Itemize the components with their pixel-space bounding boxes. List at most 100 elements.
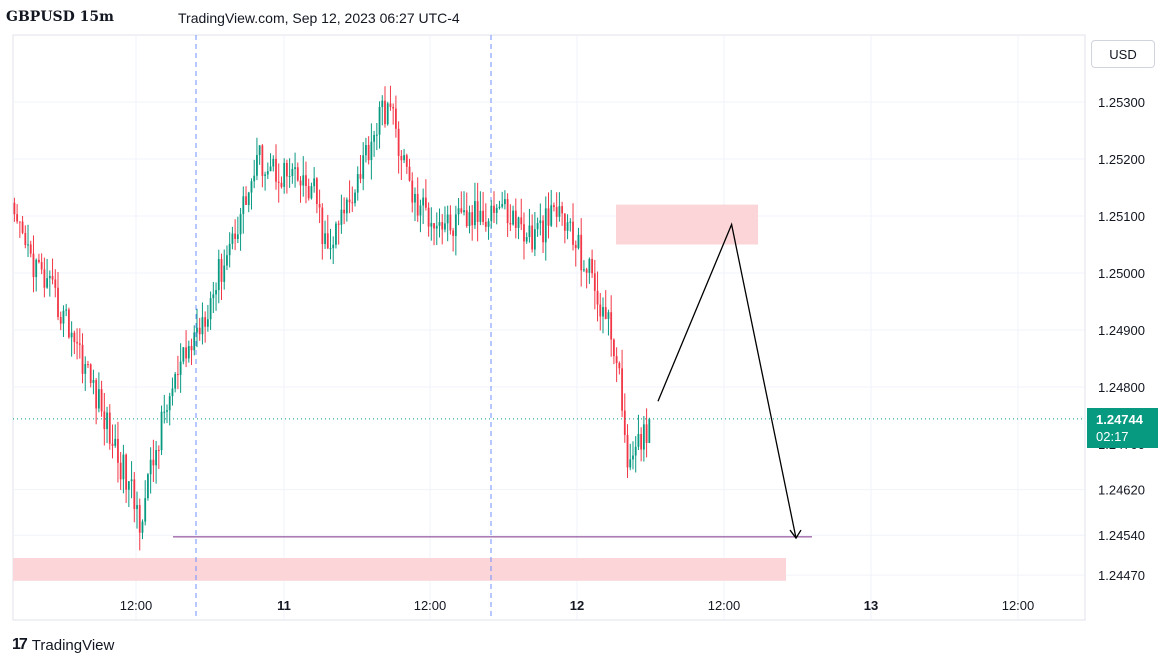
candle-body bbox=[610, 312, 613, 340]
candle-body bbox=[299, 180, 302, 186]
candle-body bbox=[288, 176, 291, 178]
candle bbox=[405, 153, 408, 174]
candle-body bbox=[275, 158, 277, 182]
candle-body bbox=[645, 424, 648, 443]
y-tick-label: 1.24470 bbox=[1098, 568, 1145, 583]
candle-body bbox=[533, 229, 536, 250]
candle-body bbox=[536, 223, 539, 230]
candle-body bbox=[196, 327, 198, 333]
candle-body bbox=[70, 332, 73, 338]
candle bbox=[335, 221, 337, 249]
candle-body bbox=[569, 221, 572, 223]
candle bbox=[106, 406, 108, 444]
candle-body bbox=[117, 438, 119, 463]
candle-body bbox=[48, 276, 51, 279]
candle bbox=[100, 380, 103, 417]
candle-body bbox=[354, 192, 356, 204]
candle bbox=[160, 405, 163, 456]
candle bbox=[416, 177, 419, 222]
candle bbox=[648, 417, 651, 444]
candle bbox=[593, 259, 596, 310]
candle-body bbox=[125, 454, 128, 490]
candle bbox=[157, 445, 160, 469]
candle bbox=[544, 196, 547, 261]
candle bbox=[569, 218, 572, 232]
candle-body bbox=[514, 210, 517, 228]
bar-countdown: 02:17 bbox=[1096, 429, 1129, 444]
candle-body bbox=[340, 209, 343, 225]
tradingview-logo[interactable]: 17 TradingView bbox=[12, 634, 114, 656]
candle bbox=[166, 404, 168, 424]
candle bbox=[68, 307, 70, 339]
candle-body bbox=[629, 459, 632, 468]
candle-body bbox=[43, 269, 46, 288]
candle bbox=[78, 328, 81, 359]
candle bbox=[542, 215, 544, 253]
candle-body bbox=[217, 259, 220, 291]
candle bbox=[185, 330, 187, 368]
candle-body bbox=[615, 356, 618, 364]
candle-body bbox=[365, 145, 367, 156]
candle bbox=[307, 178, 310, 201]
candle bbox=[386, 101, 389, 126]
candle-body bbox=[482, 210, 484, 222]
candle bbox=[177, 355, 179, 390]
candle-body bbox=[591, 258, 593, 274]
candle bbox=[84, 356, 87, 391]
projection-line bbox=[657, 222, 797, 539]
candle-body bbox=[607, 312, 610, 319]
chart-grid bbox=[13, 35, 1085, 620]
candle bbox=[460, 191, 463, 214]
candle bbox=[174, 371, 177, 393]
candle-body bbox=[87, 364, 89, 366]
candle bbox=[209, 291, 212, 330]
candle-body bbox=[40, 262, 43, 270]
candle-body bbox=[65, 309, 68, 311]
candle bbox=[329, 228, 332, 260]
candle bbox=[269, 153, 272, 172]
candle bbox=[62, 305, 65, 337]
x-tick-label: 12:00 bbox=[120, 598, 153, 613]
x-tick-label: 12 bbox=[570, 598, 584, 613]
candle-body bbox=[315, 178, 318, 205]
candle-body bbox=[179, 361, 182, 375]
candle bbox=[531, 214, 534, 253]
candle bbox=[48, 270, 51, 297]
candle bbox=[43, 257, 46, 298]
session-separators bbox=[195, 35, 492, 620]
candle-body bbox=[566, 222, 569, 231]
candle-body bbox=[89, 364, 92, 383]
candle-body bbox=[373, 135, 375, 142]
candle bbox=[35, 258, 38, 292]
candle bbox=[258, 145, 261, 165]
candle-body bbox=[291, 168, 294, 177]
candle-body bbox=[122, 454, 125, 480]
candle bbox=[108, 404, 111, 450]
candle-body bbox=[54, 279, 57, 288]
candle-body bbox=[416, 193, 419, 216]
candle bbox=[566, 214, 569, 240]
candle bbox=[136, 491, 138, 529]
candle bbox=[76, 328, 78, 360]
candle-body bbox=[351, 202, 354, 204]
candle-body bbox=[395, 108, 397, 129]
candle-body bbox=[444, 223, 446, 230]
candle bbox=[89, 363, 92, 388]
candle-body bbox=[16, 214, 19, 222]
candle-body bbox=[204, 317, 207, 327]
candle bbox=[223, 249, 226, 290]
candle bbox=[133, 472, 136, 523]
candle bbox=[414, 187, 416, 222]
candle bbox=[613, 338, 615, 365]
candle-body bbox=[198, 327, 201, 335]
candle-body bbox=[572, 221, 574, 245]
candle-body bbox=[212, 294, 215, 299]
candle-body bbox=[528, 225, 531, 238]
candle bbox=[588, 257, 591, 284]
currency-button[interactable]: USD bbox=[1091, 40, 1155, 68]
candle bbox=[640, 427, 643, 462]
candle-body bbox=[152, 459, 155, 466]
candle-body bbox=[422, 197, 425, 206]
candle-body bbox=[348, 199, 351, 203]
